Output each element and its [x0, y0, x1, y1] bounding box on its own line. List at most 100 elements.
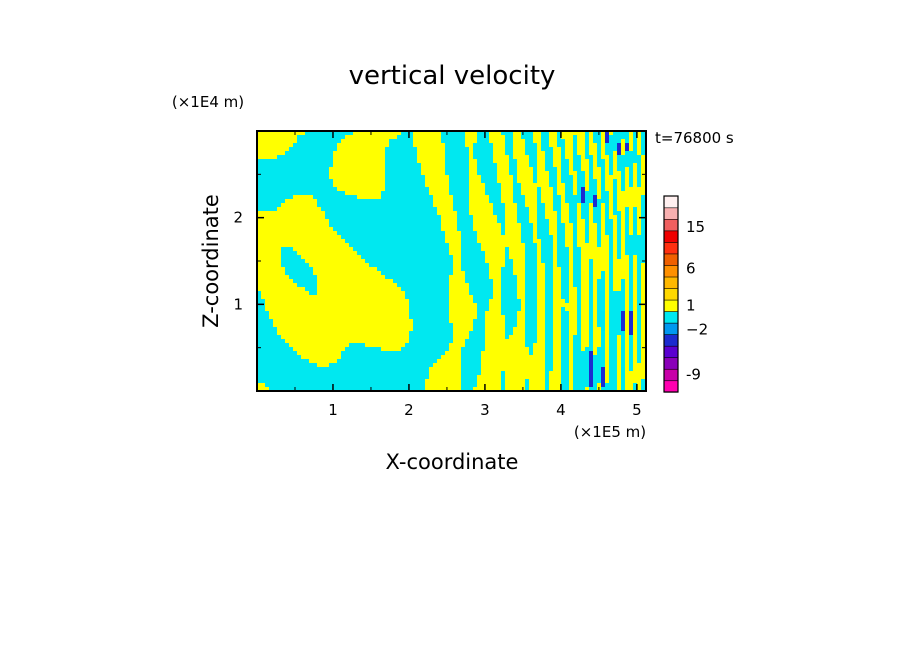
field-cell	[445, 351, 462, 356]
field-cell	[541, 131, 550, 136]
field-cell	[549, 375, 562, 380]
field-cell	[633, 255, 638, 260]
field-cell	[609, 335, 618, 340]
field-cell	[589, 363, 594, 368]
field-cell	[617, 215, 622, 220]
field-cell	[629, 267, 634, 272]
field-cell	[537, 231, 550, 236]
field-cell	[605, 335, 610, 340]
field-cell	[429, 367, 462, 372]
field-cell	[625, 371, 646, 376]
field-cell	[637, 227, 642, 232]
field-cell	[593, 167, 602, 172]
field-cell	[501, 267, 514, 272]
field-cell	[501, 375, 506, 380]
field-cell	[629, 135, 634, 140]
field-cell	[277, 327, 414, 332]
field-cell	[561, 319, 570, 324]
field-cell	[609, 379, 618, 384]
field-cell	[429, 191, 450, 196]
field-cell	[485, 323, 506, 328]
field-cell	[565, 183, 574, 188]
field-cell	[549, 379, 562, 384]
field-cell	[285, 271, 314, 276]
field-cell	[609, 327, 622, 332]
field-cell	[609, 371, 618, 376]
field-cell	[541, 191, 554, 196]
field-cell	[509, 247, 526, 252]
field-cell	[629, 207, 634, 212]
field-cell	[469, 179, 482, 184]
field-cell	[257, 155, 278, 160]
field-cell	[593, 371, 602, 376]
field-cell	[609, 259, 614, 264]
field-cell	[569, 295, 578, 300]
field-cell	[601, 367, 606, 372]
field-cell	[257, 215, 326, 220]
field-cell	[553, 259, 558, 264]
field-cell	[257, 191, 346, 196]
field-cell	[445, 235, 462, 240]
field-cell	[545, 311, 554, 316]
field-cell	[505, 231, 522, 236]
field-cell	[593, 271, 602, 276]
field-cell	[537, 219, 550, 224]
field-cell	[577, 175, 586, 180]
field-cell	[569, 247, 574, 252]
field-cell	[449, 247, 462, 252]
field-cell	[621, 283, 626, 288]
field-cell	[537, 319, 546, 324]
field-cell	[409, 315, 450, 320]
field-cell	[621, 383, 626, 388]
field-cell	[569, 267, 574, 272]
field-cell	[553, 199, 562, 204]
field-cell	[405, 291, 450, 296]
field-cell	[573, 375, 590, 380]
field-cell	[593, 351, 598, 356]
field-cell	[553, 159, 562, 164]
field-cell	[465, 271, 490, 276]
field-cell	[609, 275, 614, 280]
field-cell	[561, 179, 574, 184]
field-cell	[621, 367, 626, 372]
field-cell	[477, 131, 490, 136]
field-cell	[565, 307, 578, 312]
field-cell	[597, 383, 602, 388]
field-cell	[637, 347, 642, 352]
field-cell	[581, 195, 586, 200]
field-cell	[501, 307, 522, 312]
field-cell	[325, 211, 438, 216]
field-cell	[461, 263, 490, 268]
field-cell	[505, 143, 514, 148]
field-cell	[601, 375, 606, 380]
field-cell	[469, 191, 486, 196]
x-tick-label: 2	[404, 401, 414, 419]
field-cell	[601, 167, 606, 172]
field-cell	[553, 343, 562, 348]
field-cell	[601, 147, 606, 152]
field-cell	[597, 303, 606, 308]
field-cell	[637, 327, 642, 332]
field-cell	[257, 295, 262, 300]
field-cell	[405, 343, 450, 348]
field-cell	[605, 223, 614, 228]
field-cell	[277, 155, 334, 160]
field-cell	[589, 219, 594, 224]
field-cell	[521, 223, 534, 228]
field-cell	[637, 295, 642, 300]
field-cell	[609, 291, 626, 296]
y-tick-label: 2	[233, 209, 243, 227]
field-cell	[561, 167, 570, 172]
field-cell	[577, 135, 586, 140]
field-cell	[585, 187, 590, 192]
field-cell	[589, 351, 594, 356]
field-cell	[345, 135, 398, 140]
field-cell	[569, 335, 574, 340]
field-cell	[325, 215, 442, 220]
field-cell	[537, 291, 546, 296]
field-cell	[505, 371, 546, 376]
field-cell	[561, 343, 570, 348]
field-cell	[577, 331, 582, 336]
field-cell	[641, 267, 646, 272]
field-cell	[573, 159, 582, 164]
